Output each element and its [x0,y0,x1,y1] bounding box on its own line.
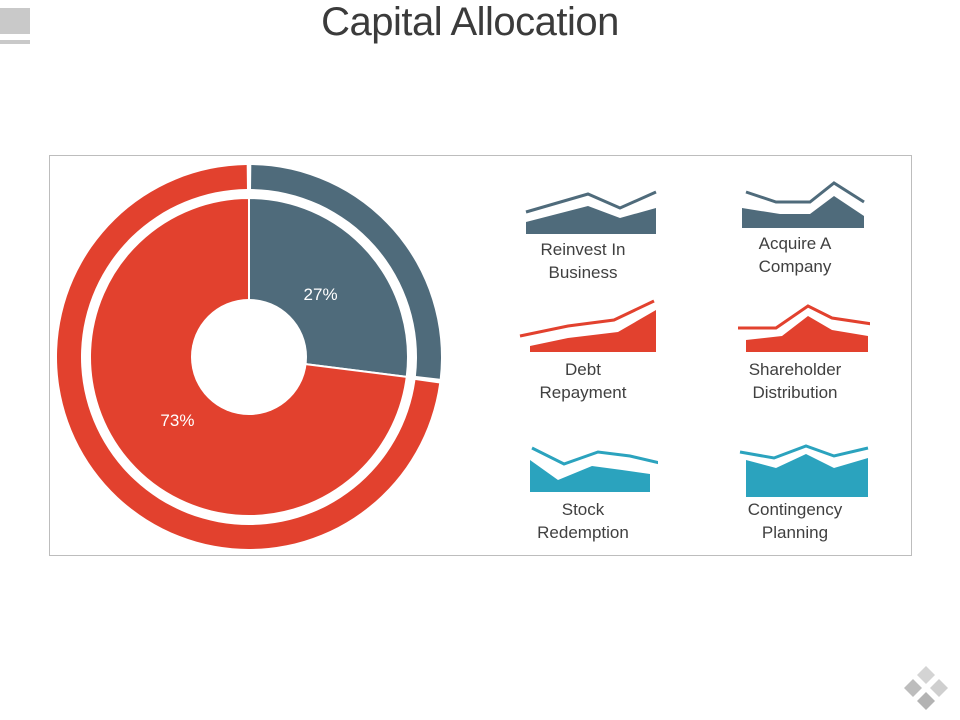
line-area-trend-icon [530,446,658,492]
item-label-line2: Redemption [537,523,629,542]
item-shareholder-distribution: Shareholder Distribution [710,302,880,404]
item-label-line2: Distribution [752,383,838,402]
content-panel [49,155,912,556]
item-label-line2: Planning [761,523,829,542]
line-area-trend-icon [519,299,656,352]
item-label-line2: Business [548,263,618,282]
item-label-line1: Debt [565,360,601,379]
outer-ring-arc-27 [251,165,441,379]
page-title: Capital Allocation [321,0,619,44]
item-reinvest-in-business: Reinvest In Business [498,186,668,284]
item-label-line2: Company [758,257,832,276]
item-debt-repayment: Debt Repayment [498,298,668,404]
corner-decoration-block [0,8,30,34]
item-label-line1: Acquire A [758,234,832,253]
item-label-line1: Stock [561,500,605,519]
item-label-line2: Repayment [539,383,627,402]
corner-decoration-line [0,40,30,44]
navigation-diamond-icon [904,666,948,710]
slice-label-73: 73% [160,411,194,430]
slice-label-27: 27% [304,285,338,304]
item-stock-redemption: Stock Redemption [498,442,668,544]
item-label-line1: Reinvest In [540,240,626,259]
donut-hole [191,299,307,415]
item-label-line1: Contingency [747,500,843,519]
line-area-trend-icon [738,304,870,352]
line-area-trend-icon [742,181,865,228]
item-label-line1: Shareholder [748,360,842,379]
item-acquire-a-company: Acquire A Company [710,178,880,278]
line-area-trend-icon [739,444,869,497]
item-contingency-planning: Contingency Planning [710,442,880,544]
line-area-trend-icon [525,190,657,234]
